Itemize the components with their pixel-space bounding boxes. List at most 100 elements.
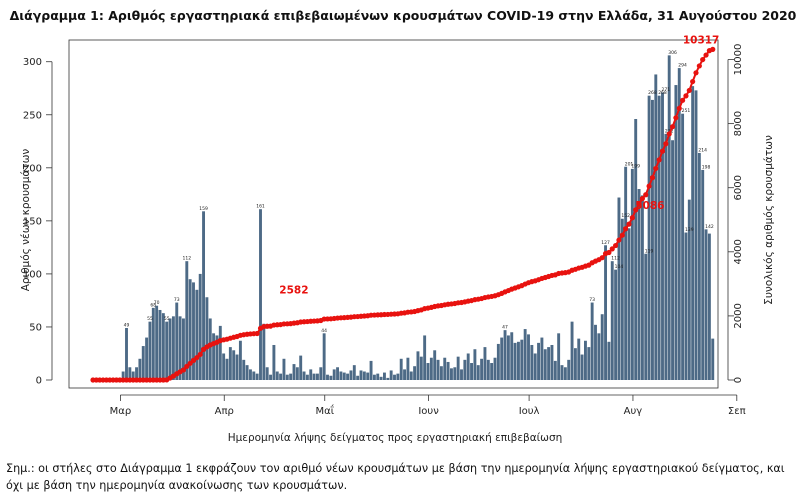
cumulative-point-29 <box>187 360 193 366</box>
bar-label-157: 104 <box>615 264 624 270</box>
bar-92 <box>399 358 403 380</box>
bar-64 <box>305 374 309 380</box>
y-tick-label-300: 300 <box>23 57 42 68</box>
bar-185 <box>711 338 715 380</box>
bar-74 <box>339 371 343 380</box>
bar-label-173: 306 <box>668 50 677 56</box>
bar-172 <box>667 55 671 380</box>
y-tick-label-0: 0 <box>36 376 42 387</box>
y-axis-title: Αριθμός νέων κρουσμάτων <box>20 149 32 292</box>
bar-88 <box>386 377 390 380</box>
bar-101 <box>429 357 433 380</box>
cumulative-point-175 <box>676 105 682 111</box>
cumulative-point-169 <box>656 157 662 163</box>
bar-167 <box>651 99 654 380</box>
bar-130 <box>527 334 530 380</box>
bar-30 <box>192 282 195 380</box>
bar-label-22: 55 <box>164 316 170 322</box>
cumulative-point-171 <box>663 141 669 147</box>
bar-83 <box>369 360 373 380</box>
y-tick-label-100: 100 <box>23 269 42 280</box>
bar-label-69: 44 <box>321 328 327 334</box>
bar-146 <box>580 354 584 380</box>
bar-45 <box>242 359 246 380</box>
bar-97 <box>416 351 420 380</box>
cumulative-point-172 <box>666 131 672 137</box>
bar-178 <box>687 199 691 380</box>
y2-tick-label-10000: 10000 <box>733 44 744 76</box>
cumulative-point-28 <box>184 363 190 369</box>
bar-174 <box>674 85 678 380</box>
bar-25 <box>175 302 179 380</box>
cumulative-point-170 <box>659 148 666 154</box>
bar-11 <box>128 367 132 380</box>
footnote: Σημ.: οι στήλες στο Διάγραμμα 1 εκφράζου… <box>6 462 785 492</box>
bar-95 <box>409 371 413 380</box>
bar-34 <box>205 297 209 380</box>
bar-107 <box>450 368 453 380</box>
bar-128 <box>520 339 524 380</box>
bar-165 <box>644 253 648 380</box>
bar-61 <box>295 367 299 380</box>
bar-111 <box>463 359 467 380</box>
bar-49 <box>255 373 259 380</box>
bar-31 <box>195 289 199 380</box>
bar-label-19: 70 <box>154 300 160 306</box>
bar-12 <box>131 371 135 380</box>
bar-label-159: 152 <box>621 213 630 219</box>
y2-axis-title: Συνολικός αριθμός κρουσμάτων <box>763 135 775 305</box>
bar-label-166: 119 <box>645 248 654 254</box>
cumulative-point-174 <box>673 115 679 121</box>
bar-48 <box>252 371 256 380</box>
y2-tick-label-6000: 6000 <box>733 175 744 200</box>
bar-147 <box>584 340 587 380</box>
cumulative-point-162 <box>633 207 639 213</box>
x-tick-label-5: Αυγ <box>624 406 643 417</box>
bar-66 <box>312 373 316 380</box>
cumulative-point-182 <box>700 56 706 63</box>
bar-81 <box>362 371 366 380</box>
bar-163 <box>637 189 641 380</box>
cumulative-point-177 <box>683 93 689 99</box>
bar-79 <box>356 375 360 380</box>
bar-label-156: 112 <box>611 256 620 262</box>
bar-90 <box>393 374 396 380</box>
bar-label-162: 199 <box>631 163 640 169</box>
x-tick-label-3: Ιουν <box>418 406 439 417</box>
bar-26 <box>178 316 182 380</box>
bar-27 <box>182 318 185 380</box>
bar-144 <box>573 348 577 380</box>
annotation-5086: 5086 <box>635 200 664 212</box>
bar-18 <box>151 307 155 380</box>
bar-176 <box>681 113 685 380</box>
cumulative-point-167 <box>649 175 656 181</box>
cumulative-point-183 <box>703 52 709 58</box>
bar-57 <box>282 358 286 380</box>
bar-104 <box>439 366 443 380</box>
bar-label-176: 294 <box>678 63 687 69</box>
y-tick-label-250: 250 <box>23 110 42 121</box>
bar-label-25: 73 <box>174 297 180 303</box>
cumulative-point-164 <box>639 195 646 202</box>
bar-13 <box>135 367 138 380</box>
bar-131 <box>530 344 534 380</box>
bar-150 <box>594 324 597 380</box>
cumulative-point-158 <box>619 232 625 238</box>
chart-title: Διάγραμμα 1: Αριθμός εργαστηριακά επιβεβ… <box>9 8 797 23</box>
bar-106 <box>446 361 450 380</box>
bar-9 <box>121 371 125 380</box>
x-tick-label-0: Μαρ <box>110 406 132 417</box>
y-tick-label-200: 200 <box>23 163 42 174</box>
cumulative-point-160 <box>626 221 632 227</box>
y2-tick-label-8000: 8000 <box>733 111 744 136</box>
bar-28 <box>185 261 189 380</box>
bar-151 <box>597 333 601 380</box>
bar-86 <box>379 376 383 380</box>
bar-133 <box>537 342 540 380</box>
bar-152 <box>600 314 604 380</box>
axes-group: 0 50 100 150 200 250 300 0 2000 4000 6000 8000 10000… <box>23 44 746 417</box>
bar-69 <box>322 333 326 380</box>
bar-label-170: 268 <box>658 90 667 96</box>
bar-39 <box>222 353 226 380</box>
x-tick-label-4: Ιουλ <box>519 406 540 417</box>
